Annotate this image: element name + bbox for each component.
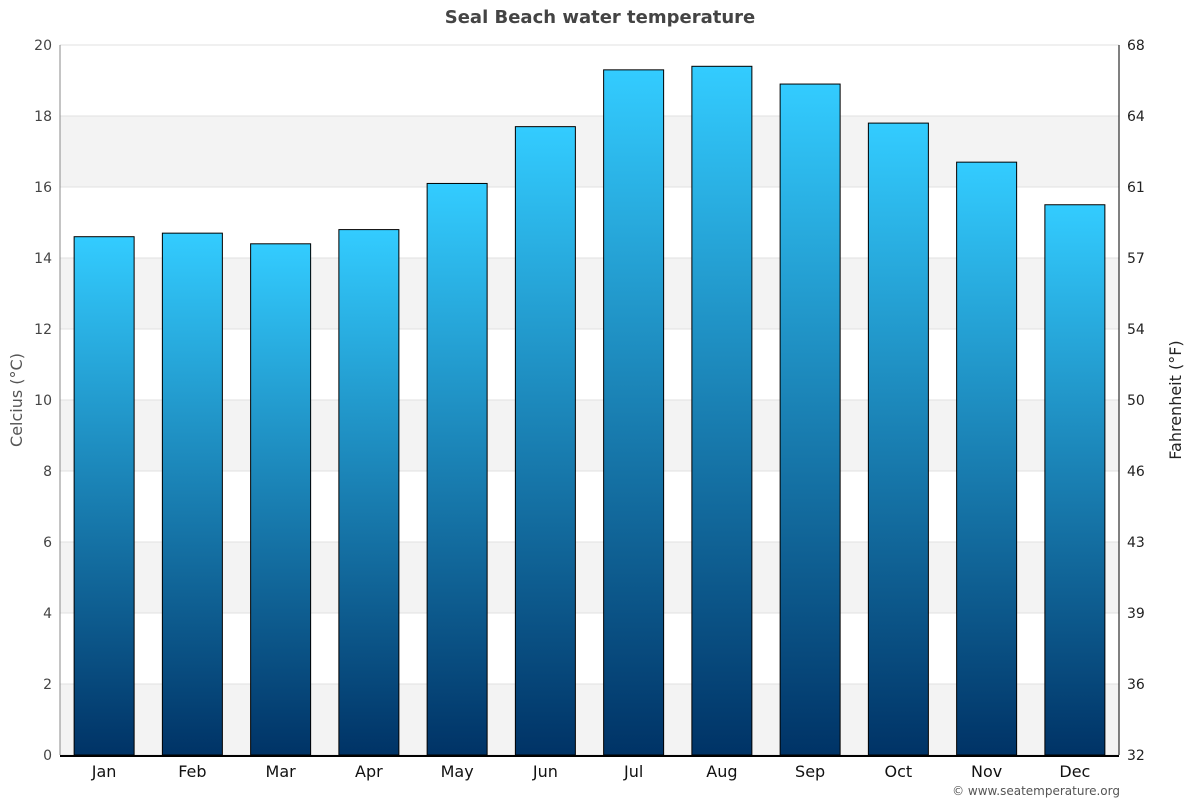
bar-mar [250, 243, 312, 756]
y2-tick-label: 54 [1127, 322, 1145, 338]
chart-title: Seal Beach water temperature [444, 7, 756, 28]
y-tick-label: 10 [34, 393, 52, 409]
y-tick-label: 14 [34, 251, 52, 267]
y2-axis-label: Fahrenheit (°F) [1166, 340, 1185, 459]
grid-band [60, 542, 1119, 613]
bar-oct [867, 122, 929, 756]
y-tick-label: 12 [34, 322, 52, 338]
x-tick-label: Apr [355, 762, 383, 781]
y2-tick-label: 39 [1127, 606, 1145, 622]
grid-band [60, 258, 1119, 329]
x-tick-label: Oct [885, 762, 913, 781]
y-tick-label: 20 [34, 38, 52, 54]
grid-band [60, 684, 1119, 755]
bar-jan [73, 236, 135, 756]
x-tick-label: May [441, 762, 474, 781]
bar-apr [338, 229, 400, 756]
y2-tick-label: 68 [1127, 38, 1145, 54]
x-tick-label: Jul [623, 762, 643, 781]
y2-tick-label: 43 [1127, 535, 1145, 551]
bar-feb [161, 232, 223, 756]
y2-tick-label: 46 [1127, 464, 1145, 480]
source-credit: © www.seatemperature.org [952, 784, 1120, 798]
y-tick-label: 18 [34, 109, 52, 125]
y2-tick-label: 50 [1127, 393, 1145, 409]
bar-aug [691, 65, 753, 756]
bar-may [426, 182, 488, 756]
y-tick-label: 4 [43, 606, 52, 622]
y-tick-label: 2 [43, 677, 52, 693]
bar-jul [603, 69, 665, 756]
y-tick-label: 0 [43, 748, 52, 764]
x-tick-label: Aug [706, 762, 737, 781]
y2-tick-label: 36 [1127, 677, 1145, 693]
bar-sep [779, 83, 841, 756]
x-tick-label: Sep [795, 762, 825, 781]
y2-tick-label: 61 [1127, 180, 1145, 196]
x-tick-label: Dec [1059, 762, 1090, 781]
y-axis-label: Celcius (°C) [7, 353, 26, 447]
bar-jun [514, 126, 576, 756]
y2-tick-label: 57 [1127, 251, 1145, 267]
grid-band [60, 400, 1119, 471]
bar-dec [1044, 204, 1106, 756]
x-tick-label: Jan [91, 762, 117, 781]
grid-band [60, 116, 1119, 187]
x-tick-label: Jun [532, 762, 558, 781]
y-tick-label: 6 [43, 535, 52, 551]
x-tick-label: Feb [178, 762, 206, 781]
bar-nov [956, 161, 1018, 756]
y2-tick-label: 32 [1127, 748, 1145, 764]
x-tick-label: Nov [971, 762, 1002, 781]
x-tick-label: Mar [266, 762, 297, 781]
y-tick-label: 16 [34, 180, 52, 196]
y2-tick-label: 64 [1127, 109, 1145, 125]
y-tick-label: 8 [43, 464, 52, 480]
